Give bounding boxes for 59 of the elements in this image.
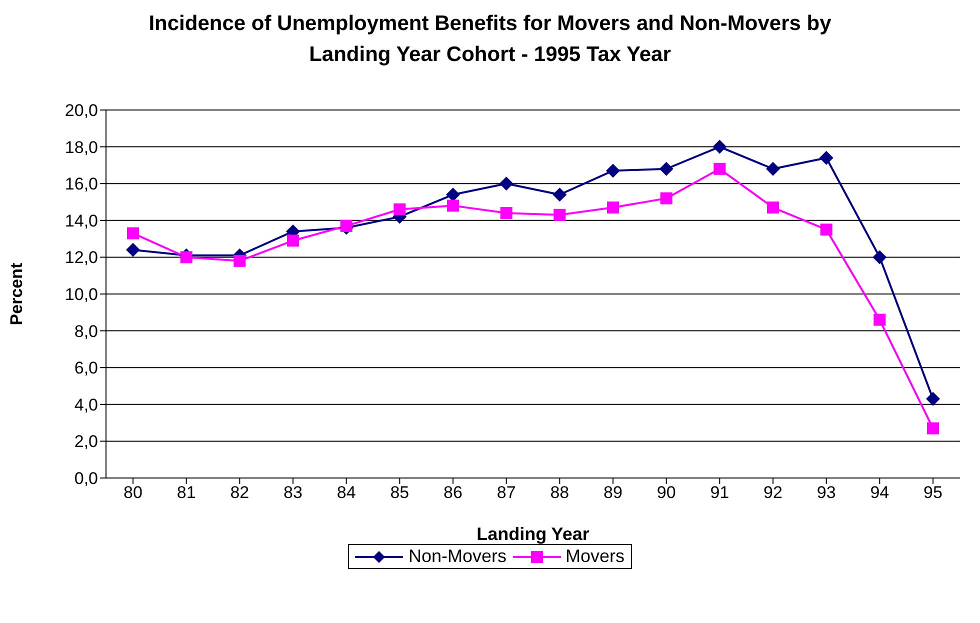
point (394, 203, 406, 216)
y-tick-label: 8,0 (74, 322, 98, 341)
x-tick-label: 86 (444, 483, 462, 502)
y-tick-label: 14,0 (64, 211, 98, 230)
legend-label: Movers (564, 546, 625, 567)
y-axis-title: Percent (7, 262, 26, 326)
x-tick-label: 91 (710, 483, 730, 502)
x-tick-label: 87 (496, 483, 516, 502)
point (927, 422, 939, 434)
x-tick-label: 82 (230, 483, 250, 502)
x-tick-label: 80 (124, 483, 142, 502)
point (499, 176, 514, 191)
point (287, 234, 299, 247)
point (607, 202, 619, 214)
x-axis-title: Landing Year (476, 524, 590, 544)
x-tick-label: 81 (176, 483, 196, 502)
point (127, 227, 139, 240)
legend-label: Non-Movers (407, 546, 506, 567)
y-tick-label: 18,0 (64, 138, 98, 157)
y-tick-label: 16,0 (64, 174, 98, 194)
point (874, 314, 886, 326)
y-tick-label: 12,0 (64, 248, 98, 268)
x-tick-label: 93 (816, 483, 836, 502)
y-tick-label: 10,0 (64, 285, 98, 304)
point (712, 140, 727, 154)
point (180, 251, 192, 264)
x-tick-label: 83 (284, 483, 302, 502)
y-tick-label: 20,0 (64, 101, 98, 120)
point (820, 224, 832, 236)
point (447, 200, 459, 212)
x-tick-label: 90 (656, 483, 676, 502)
point (606, 164, 620, 178)
point (340, 220, 352, 232)
x-tick-label: 85 (390, 483, 410, 502)
x-tick-label: 94 (870, 483, 890, 502)
point (819, 150, 834, 165)
point (872, 250, 887, 264)
x-tick-label: 92 (764, 483, 782, 502)
x-tick-label: 95 (924, 483, 942, 502)
point (552, 188, 567, 202)
point (500, 207, 512, 220)
point (766, 162, 780, 176)
y-tick-label: 0,0 (74, 469, 98, 488)
y-tick-label: 4,0 (74, 395, 98, 414)
point (126, 242, 140, 257)
x-tick-label: 89 (604, 483, 622, 502)
point (554, 208, 566, 221)
point (926, 392, 940, 406)
x-tick-label: 88 (550, 483, 570, 502)
point (659, 162, 674, 176)
y-tick-label: 2,0 (74, 432, 98, 452)
chart-title: Incidence of Unemployment Benefits for Movers and Non-Movers by Landing Year Cohort - 1995 Tax Year (148, 11, 832, 68)
point (767, 202, 779, 214)
point (446, 188, 460, 202)
point (660, 192, 672, 204)
point (234, 254, 246, 267)
point (714, 162, 726, 175)
x-tick-label: 84 (336, 483, 356, 502)
y-tick-label: 6,0 (74, 358, 98, 378)
